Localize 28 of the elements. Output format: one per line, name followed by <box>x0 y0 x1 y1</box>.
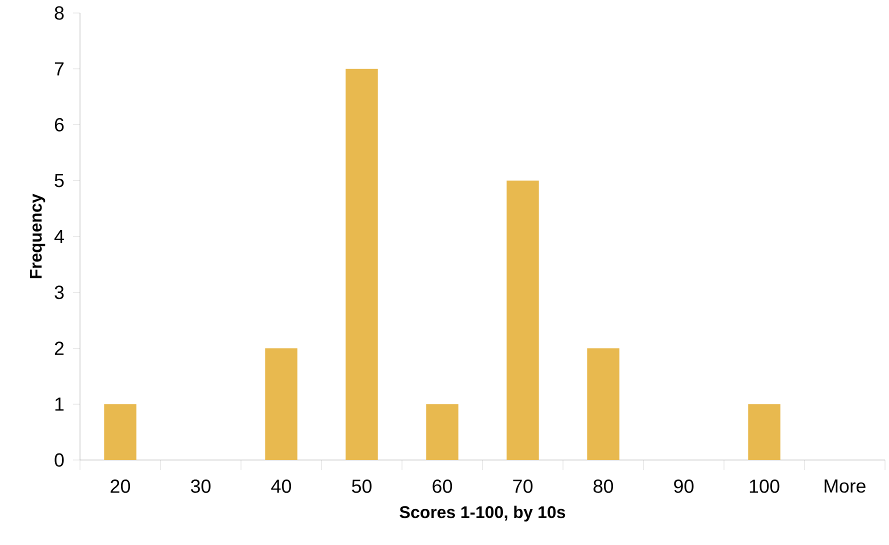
x-tick-label: 80 <box>594 480 614 493</box>
x-tick-label: 40 <box>271 480 292 493</box>
bar <box>426 404 458 460</box>
x-tick-label: 60 <box>432 480 452 493</box>
y-tick-label: 8 <box>54 6 64 20</box>
bar <box>346 68 378 460</box>
bar <box>265 348 298 460</box>
bar <box>506 180 539 460</box>
bar <box>748 404 780 460</box>
x-tick-label: 90 <box>674 480 694 493</box>
y-axis-title: Frequency <box>30 194 46 278</box>
y-tick-label: 2 <box>54 342 64 355</box>
y-tick-label: 6 <box>54 118 64 132</box>
x-tick-label: 70 <box>513 480 533 493</box>
bar <box>587 348 620 460</box>
y-tick-label: 7 <box>54 62 64 76</box>
x-axis-title: Scores 1-100, by 10s <box>400 506 566 522</box>
y-tick-label: 0 <box>54 453 64 467</box>
x-tick-label: 20 <box>110 480 130 493</box>
x-tick-label: More <box>824 480 866 493</box>
y-tick-label: 5 <box>54 174 64 188</box>
y-tick-label: 1 <box>55 398 64 411</box>
y-tick-label: 3 <box>54 286 64 300</box>
y-tick-label: 4 <box>54 230 64 244</box>
x-tick-label: 30 <box>190 480 211 493</box>
bar <box>104 404 136 460</box>
x-tick-label: 50 <box>352 480 372 493</box>
x-tick-label: 100 <box>750 480 780 493</box>
